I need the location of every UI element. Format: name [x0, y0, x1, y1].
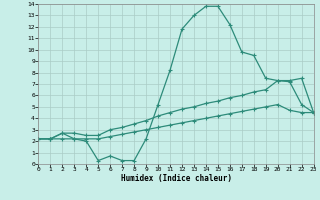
X-axis label: Humidex (Indice chaleur): Humidex (Indice chaleur): [121, 174, 231, 183]
